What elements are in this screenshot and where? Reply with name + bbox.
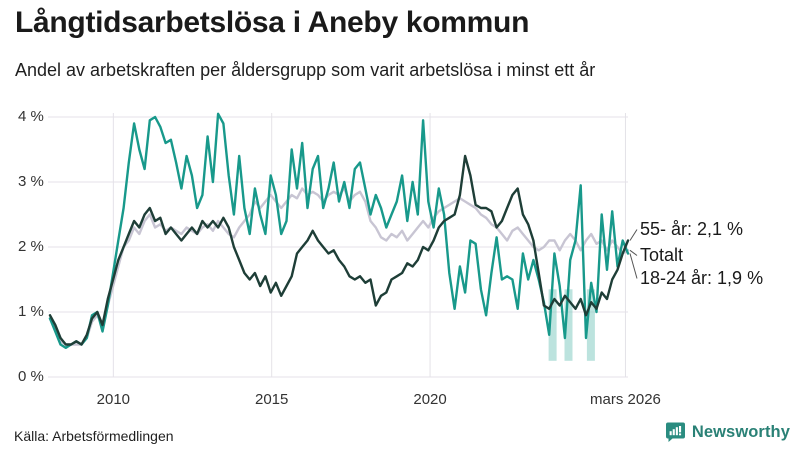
newsworthy-logo[interactable]: Newsworthy xyxy=(665,422,790,442)
highlight-bar-1 xyxy=(564,289,573,361)
chart-subtitle: Andel av arbetskraften per åldersgrupp s… xyxy=(15,60,596,80)
y-axis-tick-4pct: 4 % xyxy=(18,108,44,125)
series-label-18-24: 18-24 år: 1,9 % xyxy=(640,268,764,288)
series-label-55plus: 55- år: 2,1 % xyxy=(640,219,744,239)
series-line-totalt xyxy=(48,187,630,346)
series-line-18-24 xyxy=(48,112,630,349)
page-title: Långtidsarbetslösa i Aneby kommun xyxy=(15,6,530,39)
series-label-totalt: Totalt xyxy=(640,245,684,265)
y-axis-tick-0pct: 0 % xyxy=(18,368,44,385)
leader-line-55plus xyxy=(629,229,638,241)
brand-name: Newsworthy xyxy=(691,422,790,441)
highlight-bar-0 xyxy=(548,289,557,361)
y-axis-tick-2pct: 2 % xyxy=(18,238,44,255)
y-axis-tick-1pct: 1 % xyxy=(18,303,44,320)
x-axis-tick-mars-2026: mars 2026 xyxy=(590,391,661,408)
y-axis-tick-3pct: 3 % xyxy=(18,173,44,190)
x-axis-tick-2020: 2020 xyxy=(413,391,447,408)
source-credit: Källa: Arbetsförmedlingen xyxy=(14,428,174,444)
x-axis-tick-2010: 2010 xyxy=(96,391,131,408)
leader-line-totalt xyxy=(629,249,638,256)
highlight-bar-2 xyxy=(586,289,595,361)
leader-line-18-24 xyxy=(629,253,638,279)
x-axis-tick-2015: 2015 xyxy=(255,391,289,408)
newsworthy-speech-bubble-bar-chart-icon xyxy=(665,422,685,442)
series-line-55plus xyxy=(48,154,630,346)
